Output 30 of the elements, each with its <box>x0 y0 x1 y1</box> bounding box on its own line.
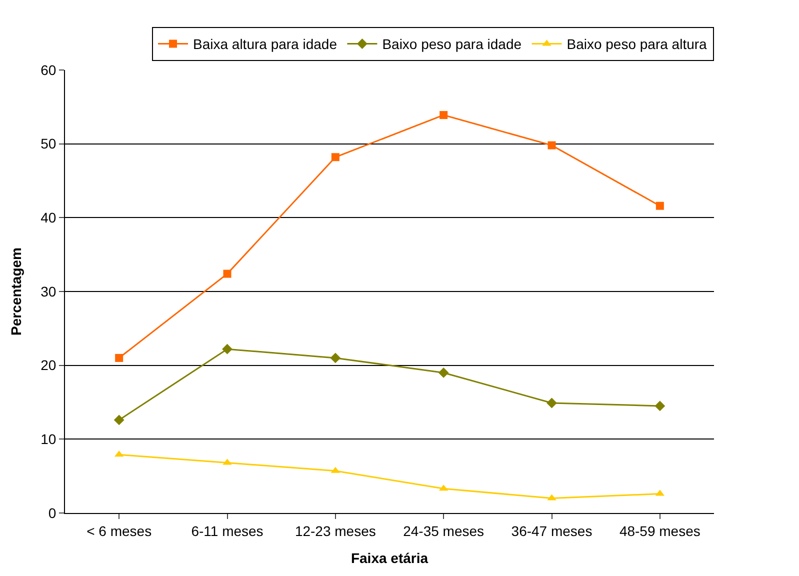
x-axis-title: Faixa etária <box>350 550 428 566</box>
y-tick-label: 10 <box>40 431 56 448</box>
y-tick-label: 30 <box>40 283 56 300</box>
point <box>654 400 666 412</box>
point <box>656 202 664 210</box>
point <box>222 344 232 354</box>
y-tick-label: 0 <box>48 504 56 521</box>
y-tick-label: 20 <box>40 357 56 374</box>
point <box>548 141 556 150</box>
point <box>115 354 124 362</box>
point <box>440 111 448 120</box>
y-tick-label: 40 <box>40 210 56 226</box>
x-tick-label: 24-35 meses <box>403 522 484 539</box>
x-tick-label: 6-11 meses <box>191 522 264 539</box>
point <box>114 414 124 426</box>
point <box>331 153 340 162</box>
x-tick-label: 12-23 meses <box>294 522 376 539</box>
point <box>438 368 449 378</box>
y-axis-title: Percentagem <box>8 248 24 336</box>
y-tick-label: 50 <box>40 136 56 152</box>
point <box>223 270 232 278</box>
legend-label: Baixo peso para idade <box>382 36 522 52</box>
point <box>330 352 341 364</box>
point <box>546 398 557 408</box>
legend-label: Baixo peso para altura <box>566 36 708 52</box>
x-tick-label: < 6 meses <box>86 522 152 539</box>
x-tick-label: 36-47 meses <box>511 522 592 539</box>
legend-label: Baixa altura para idade <box>193 36 338 52</box>
x-tick-label: 48-59 meses <box>619 522 700 539</box>
y-tick-label: 60 <box>40 62 56 78</box>
